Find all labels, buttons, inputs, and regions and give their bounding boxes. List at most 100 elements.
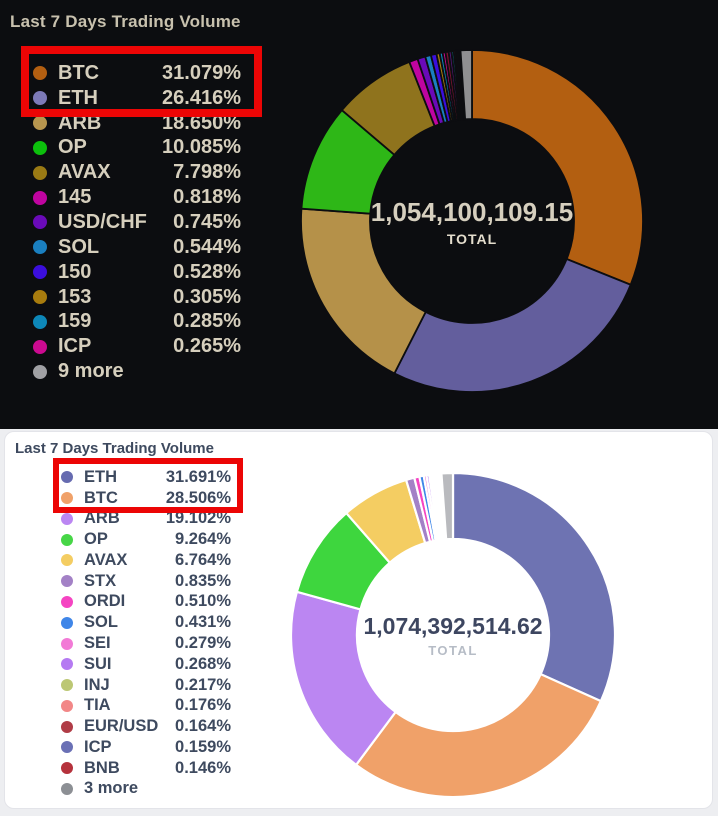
legend-dark: BTC 31.079% ETH 26.416% ARB 18.650% OP 10.085% A… [33, 61, 241, 384]
legend-item[interactable]: BTC 31.079% [33, 61, 241, 86]
legend-dot-icon [33, 240, 47, 255]
legend-dot-icon [33, 165, 47, 180]
legend-item[interactable]: ETH 31.691% [61, 467, 231, 488]
legend-dot-icon [61, 762, 73, 775]
legend-dot-icon [61, 679, 73, 692]
legend-dot-icon [61, 512, 73, 525]
legend-label: BNB [84, 758, 120, 777]
legend-dot-icon [61, 471, 73, 484]
legend-dot-icon [33, 140, 47, 155]
legend-item[interactable]: SOL 0.431% [61, 612, 231, 633]
legend-value: 0.835% [175, 571, 231, 590]
legend-dot-icon [61, 616, 73, 629]
legend-item[interactable]: OP 9.264% [61, 529, 231, 550]
legend-item[interactable]: INJ 0.217% [61, 675, 231, 696]
legend-item[interactable]: 159 0.285% [33, 309, 241, 334]
legend-dot-icon [33, 66, 47, 81]
legend-label: SOL [58, 235, 100, 258]
legend-item[interactable]: 9 more [33, 359, 241, 384]
legend-dot-icon [33, 116, 47, 131]
highlight-box-light [53, 458, 243, 513]
legend-label: ETH [84, 467, 117, 486]
legend-label: SUI [84, 654, 112, 673]
legend-label: USD/CHF [58, 210, 147, 233]
legend-item[interactable]: ORDI 0.510% [61, 592, 231, 613]
donut-slice-9-more[interactable] [459, 49, 473, 121]
legend-item[interactable]: ETH 26.416% [33, 86, 241, 111]
legend-value: 28.506% [165, 488, 231, 507]
legend-label: BTC [84, 488, 118, 507]
legend-value: 0.544% [173, 235, 241, 258]
legend-value: 19.102% [165, 509, 231, 528]
legend-label: ICP [84, 737, 112, 756]
legend-item[interactable]: SEI 0.279% [61, 633, 231, 654]
legend-item[interactable]: ARB 18.650% [33, 111, 241, 136]
legend-value: 0.265% [173, 335, 241, 358]
legend-label: ORDI [84, 592, 126, 611]
donut-slice-eth[interactable] [393, 257, 632, 393]
legend-dot-icon [33, 339, 47, 354]
legend-item[interactable]: ICP 0.159% [61, 737, 231, 758]
donut-slice-btc[interactable] [471, 49, 644, 286]
legend-label: 159 [58, 310, 92, 333]
legend-dot-icon [61, 741, 73, 754]
legend-item[interactable]: BTC 28.506% [61, 488, 231, 509]
legend-item[interactable]: 153 0.305% [33, 285, 241, 310]
legend-value: 0.268% [175, 654, 231, 673]
legend-item[interactable]: OP 10.085% [33, 136, 241, 161]
donut-slice-arb[interactable] [300, 207, 427, 375]
legend-item[interactable]: TIA 0.176% [61, 695, 231, 716]
legend-dot-icon [33, 190, 47, 205]
legend-label: 145 [58, 186, 92, 209]
legend-dot-icon [61, 637, 73, 650]
donut-slice-btc[interactable] [354, 672, 603, 799]
legend-item[interactable]: 150 0.528% [33, 260, 241, 285]
legend-item[interactable]: ICP 0.265% [33, 334, 241, 359]
legend-item[interactable]: USD/CHF 0.745% [33, 210, 241, 235]
legend-dot-icon [61, 720, 73, 733]
legend-item[interactable]: SOL 0.544% [33, 235, 241, 260]
legend-label: 153 [58, 285, 92, 308]
legend-value: 0.528% [173, 260, 241, 283]
legend-value: 31.691% [165, 467, 231, 486]
legend-label: SEI [84, 634, 111, 652]
legend-label: ETH [58, 86, 98, 109]
legend-item[interactable]: STX 0.835% [61, 571, 231, 592]
legend-dot-icon [61, 533, 73, 546]
legend-value: 26.416% [162, 86, 241, 109]
legend-label: EUR/USD [84, 717, 159, 736]
legend-value: 0.176% [175, 696, 231, 715]
legend-value: 10.085% [162, 136, 241, 159]
donut-slice-3-more[interactable] [440, 471, 455, 541]
legend-label: OP [84, 530, 108, 549]
legend-item[interactable]: BNB 0.146% [61, 758, 231, 779]
legend-label: ICP [58, 335, 92, 358]
legend-dot-icon [61, 595, 73, 608]
highlight-box-dark [21, 46, 262, 117]
legend-dot-icon [33, 314, 47, 329]
legend-item[interactable]: EUR/USD 0.164% [61, 716, 231, 737]
legend-item[interactable]: AVAX 7.798% [33, 160, 241, 185]
legend-value: 0.164% [175, 717, 231, 736]
legend-label: 3 more [84, 779, 139, 798]
legend-label: TIA [84, 696, 111, 715]
legend-label: AVAX [84, 550, 128, 569]
legend-value: 31.079% [162, 61, 241, 84]
legend-dot-icon [33, 364, 47, 379]
legend-label: 150 [58, 260, 92, 283]
legend-label: OP [58, 136, 87, 159]
donut-chart-dark [300, 49, 644, 393]
legend-item[interactable]: SUI 0.268% [61, 654, 231, 675]
legend-light: ETH 31.691% BTC 28.506% ARB 19.102% OP 9.264% AV… [61, 467, 231, 799]
legend-dot-icon [61, 658, 73, 671]
legend-value: 0.510% [175, 592, 231, 611]
legend-item[interactable]: 3 more [61, 778, 231, 799]
legend-label: ARB [84, 509, 120, 528]
legend-item[interactable]: ARB 19.102% [61, 509, 231, 530]
legend-item[interactable]: AVAX 6.764% [61, 550, 231, 571]
legend-value: 18.650% [162, 111, 241, 134]
donut-slice-eth[interactable] [451, 471, 617, 703]
legend-item[interactable]: 145 0.818% [33, 185, 241, 210]
legend-label: 9 more [58, 360, 124, 383]
